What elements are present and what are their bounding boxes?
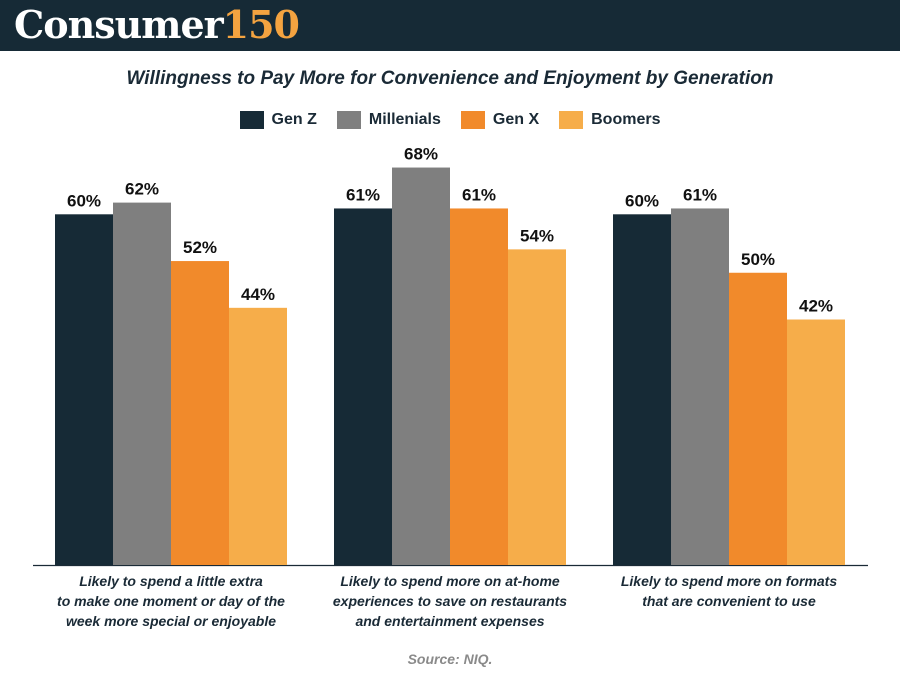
data-label: 62%: [125, 180, 159, 199]
category-label-2: Likely to spend more on at-home experienc…: [315, 571, 585, 631]
legend-item-gen-z: Gen Z: [239, 111, 317, 129]
legend-label: Gen X: [492, 111, 540, 128]
legend-swatch: [460, 111, 485, 129]
bar-gen-x-3: [729, 272, 787, 565]
bar-boomers-1: [229, 307, 287, 565]
category-label-line: and entertainment expenses: [355, 613, 545, 629]
bar-gen-z-1: [55, 214, 113, 566]
data-label: 68%: [404, 145, 438, 164]
bar-gen-z-3: [613, 214, 671, 566]
data-label: 61%: [683, 185, 717, 204]
legend-item-boomers: Boomers: [559, 111, 660, 129]
category-label-line: that are convenient to use: [642, 593, 816, 609]
data-label: 52%: [183, 238, 217, 257]
consumer150-logo: Consumer150: [14, 2, 300, 48]
category-label-line: week more special or enjoyable: [65, 613, 277, 629]
bar-gen-x-1: [171, 261, 229, 565]
legend-label: Millenials: [368, 111, 441, 128]
category-label-3: Likely to spend more on formats that are …: [594, 571, 864, 611]
source-note: Source: NIQ.: [407, 651, 493, 667]
data-label: 42%: [799, 297, 833, 316]
bar-gen-x-2: [450, 208, 508, 565]
data-label: 50%: [741, 250, 775, 269]
data-label: 60%: [625, 191, 659, 210]
logo-number: 150: [222, 2, 300, 47]
data-label: 44%: [241, 285, 275, 304]
logo-text: Consumer: [14, 2, 224, 47]
legend-label: Boomers: [591, 111, 661, 128]
chart-title: Willingness to Pay More for Convenience …: [126, 68, 774, 89]
category-label-line: Likely to spend more on at-home: [340, 573, 560, 589]
category-label-line: Likely to spend a little extra: [79, 573, 263, 589]
category-label-line: to make one moment or day of the: [57, 593, 285, 609]
bar-boomers-2: [508, 249, 566, 565]
category-label-line: Likely to spend more on formats: [620, 573, 838, 589]
bar-millenials-2: [392, 167, 450, 566]
legend-swatch: [239, 111, 264, 129]
legend-label: Gen Z: [271, 111, 317, 128]
category-label-1: Likely to spend a little extra to make on…: [36, 571, 306, 631]
bar-millenials-3: [671, 208, 729, 565]
data-label: 54%: [520, 226, 554, 245]
bar-millenials-1: [113, 202, 171, 566]
bar-gen-z-2: [334, 208, 392, 565]
legend-item-gen-x: Gen X: [460, 111, 540, 129]
legend: Gen Z Millenials Gen X Boomers: [0, 111, 900, 129]
header-bar: Consumer150: [0, 0, 900, 51]
data-label: 60%: [67, 191, 101, 210]
data-label: 61%: [462, 185, 496, 204]
legend-item-millenials: Millenials: [336, 111, 441, 129]
data-label: 61%: [346, 185, 380, 204]
legend-swatch: [336, 111, 361, 129]
category-label-line: experiences to save on restaurants: [332, 593, 568, 609]
bar-boomers-3: [787, 319, 845, 565]
legend-swatch: [559, 111, 584, 129]
